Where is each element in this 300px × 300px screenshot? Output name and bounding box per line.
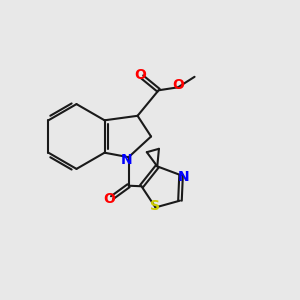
Text: O: O — [135, 68, 146, 82]
Text: S: S — [151, 199, 160, 213]
Text: N: N — [178, 170, 189, 184]
Text: O: O — [104, 192, 116, 206]
Text: O: O — [172, 78, 184, 92]
Text: N: N — [121, 153, 133, 166]
